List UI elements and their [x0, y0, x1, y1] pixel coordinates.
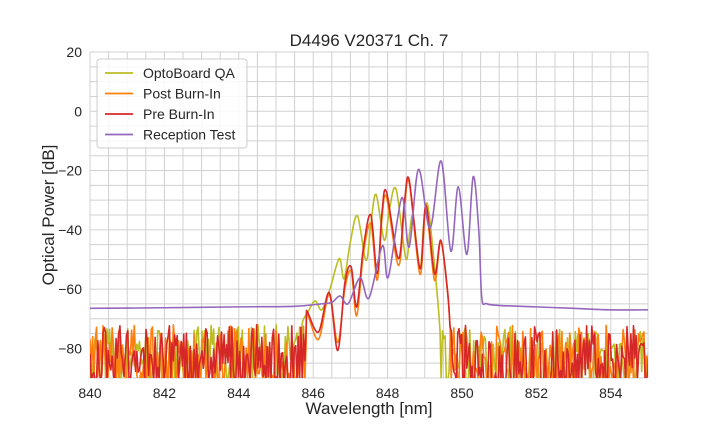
x-axis-label: Wavelength [nm]	[306, 399, 433, 418]
x-tick-label: 850	[450, 385, 474, 401]
chart-title: D4496 V20371 Ch. 7	[290, 31, 449, 50]
x-tick-label: 840	[78, 385, 102, 401]
legend-label: OptoBoard QA	[143, 65, 235, 81]
y-tick-label: −40	[58, 222, 82, 238]
series-line-pre-burn-in	[90, 176, 648, 378]
ticks: 840 842 844 846 848 850 852 854 20 0 −20 −40 −60 −80	[58, 44, 622, 401]
x-tick-label: 852	[525, 385, 549, 401]
x-tick-label: 854	[599, 385, 623, 401]
legend-label: Post Burn-In	[143, 86, 221, 102]
series-line-reception-test	[90, 160, 648, 311]
x-tick-label: 844	[227, 385, 251, 401]
y-axis-label: Optical Power [dB]	[39, 145, 58, 286]
y-tick-label: 20	[66, 44, 82, 60]
y-tick-label: −20	[58, 163, 82, 179]
legend-label: Reception Test	[143, 127, 235, 143]
legend: OptoBoard QA Post Burn-In Pre Burn-In Recep…	[96, 58, 248, 149]
x-tick-label: 848	[376, 385, 400, 401]
x-tick-label: 846	[302, 385, 326, 401]
x-tick-label: 842	[153, 385, 177, 401]
legend-box	[96, 58, 248, 149]
y-tick-label: −60	[58, 281, 82, 297]
y-tick-label: 0	[74, 103, 82, 119]
legend-label: Pre Burn-In	[143, 106, 215, 122]
series-group	[90, 160, 648, 378]
y-tick-label: −80	[58, 340, 82, 356]
